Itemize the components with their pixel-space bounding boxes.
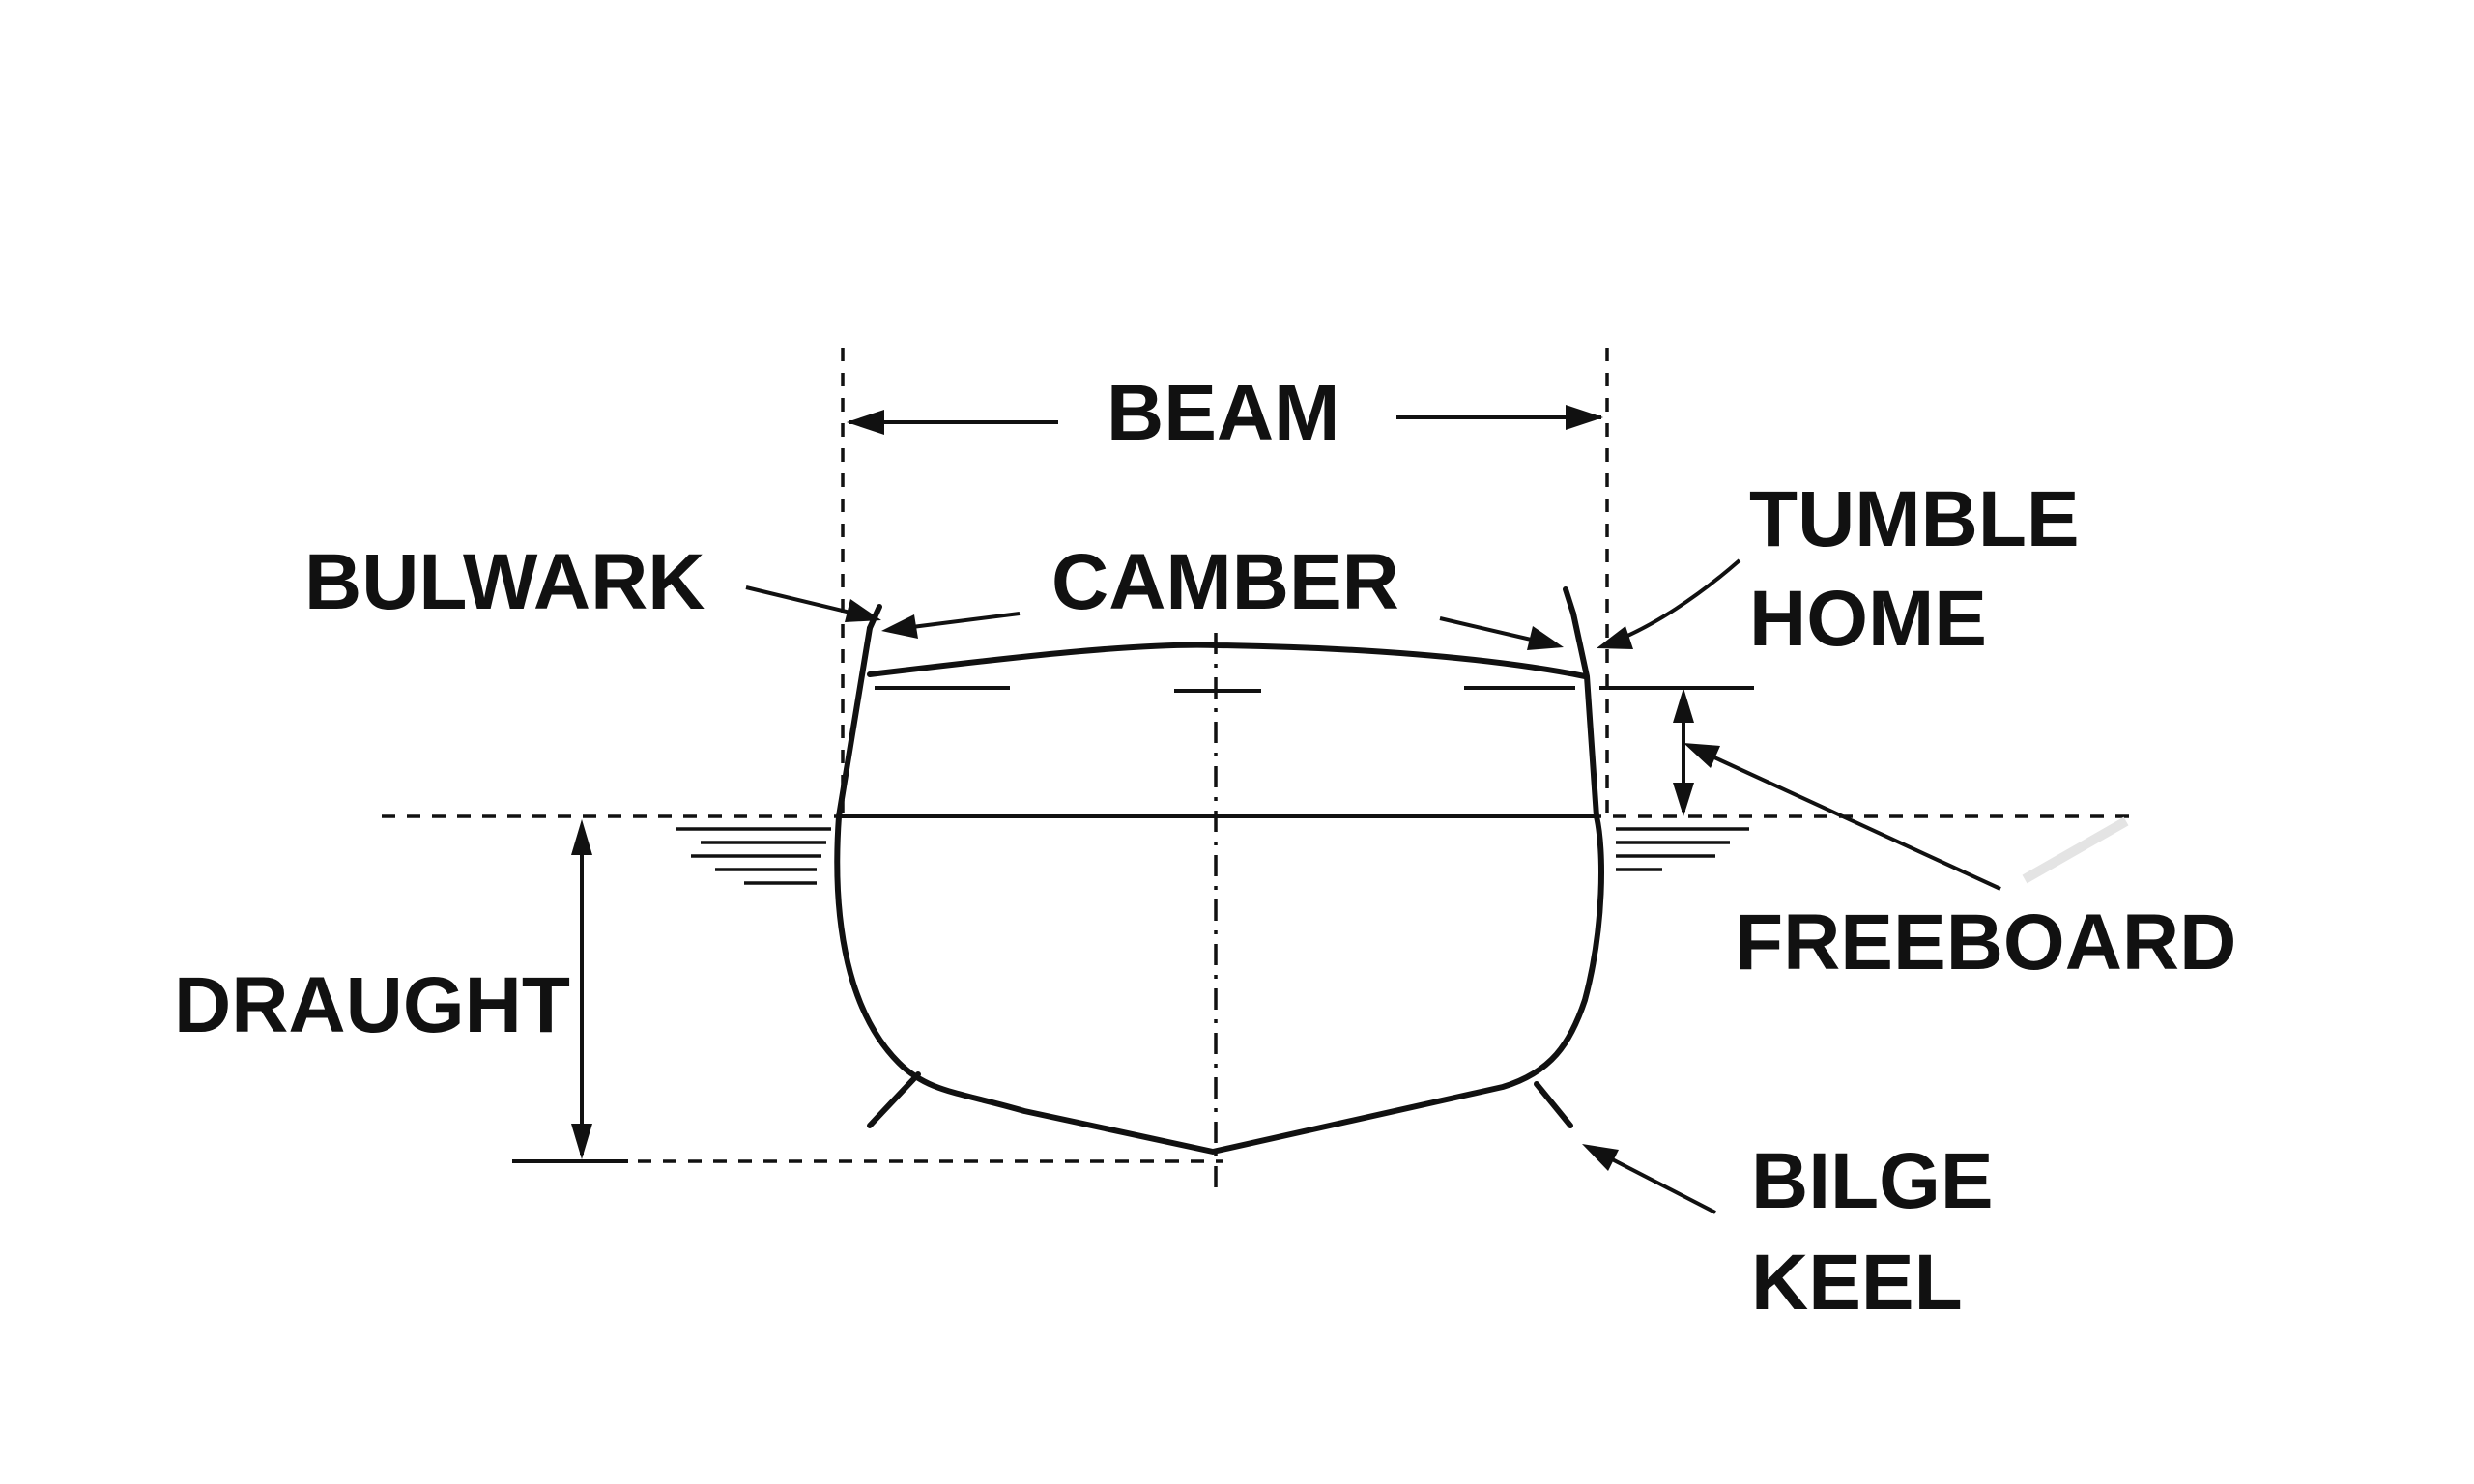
tumble-home-leader-arrow: [1597, 558, 1741, 649]
scan-smudge: [2022, 816, 2129, 884]
draught-label: DRAUGHT: [174, 961, 570, 1049]
water-ripples-left: [676, 827, 831, 885]
bulwark-leader-arrow: [745, 585, 881, 622]
water-ripples-right: [1616, 827, 1749, 871]
beam-dimension-arrow: [847, 405, 1603, 435]
bilge-keel-label-line1: BILGE: [1751, 1137, 1994, 1225]
freeboard-label: FREEBOARD: [1735, 899, 2236, 986]
hull-outline: [834, 611, 1604, 1155]
beam-label: BEAM: [1107, 369, 1339, 457]
deck-camber-curve: [867, 642, 1588, 679]
bilge-keel-leader-arrow: [1582, 1144, 1716, 1214]
bilge-keel-left: [867, 1071, 921, 1128]
camber-leader-arrow-left: [881, 612, 1021, 639]
bilge-keel-right: [1534, 1081, 1573, 1128]
bulwark-label: BULWARK: [304, 538, 705, 626]
bilge-keel-label-line2: KEEL: [1751, 1239, 1963, 1327]
tumble-home-label-line2: HOME: [1749, 575, 1987, 663]
freeboard-leader-arrow: [1683, 743, 2001, 891]
draught-dimension-arrow: [571, 819, 592, 1159]
freeboard-dimension-arrow: [1673, 688, 1694, 816]
camber-leader-arrow-right: [1439, 616, 1564, 650]
tumble-home-label-line1: TUMBLE: [1749, 475, 2080, 563]
camber-label: CAMBER: [1051, 538, 1399, 626]
bulwark-right: [1563, 586, 1576, 616]
